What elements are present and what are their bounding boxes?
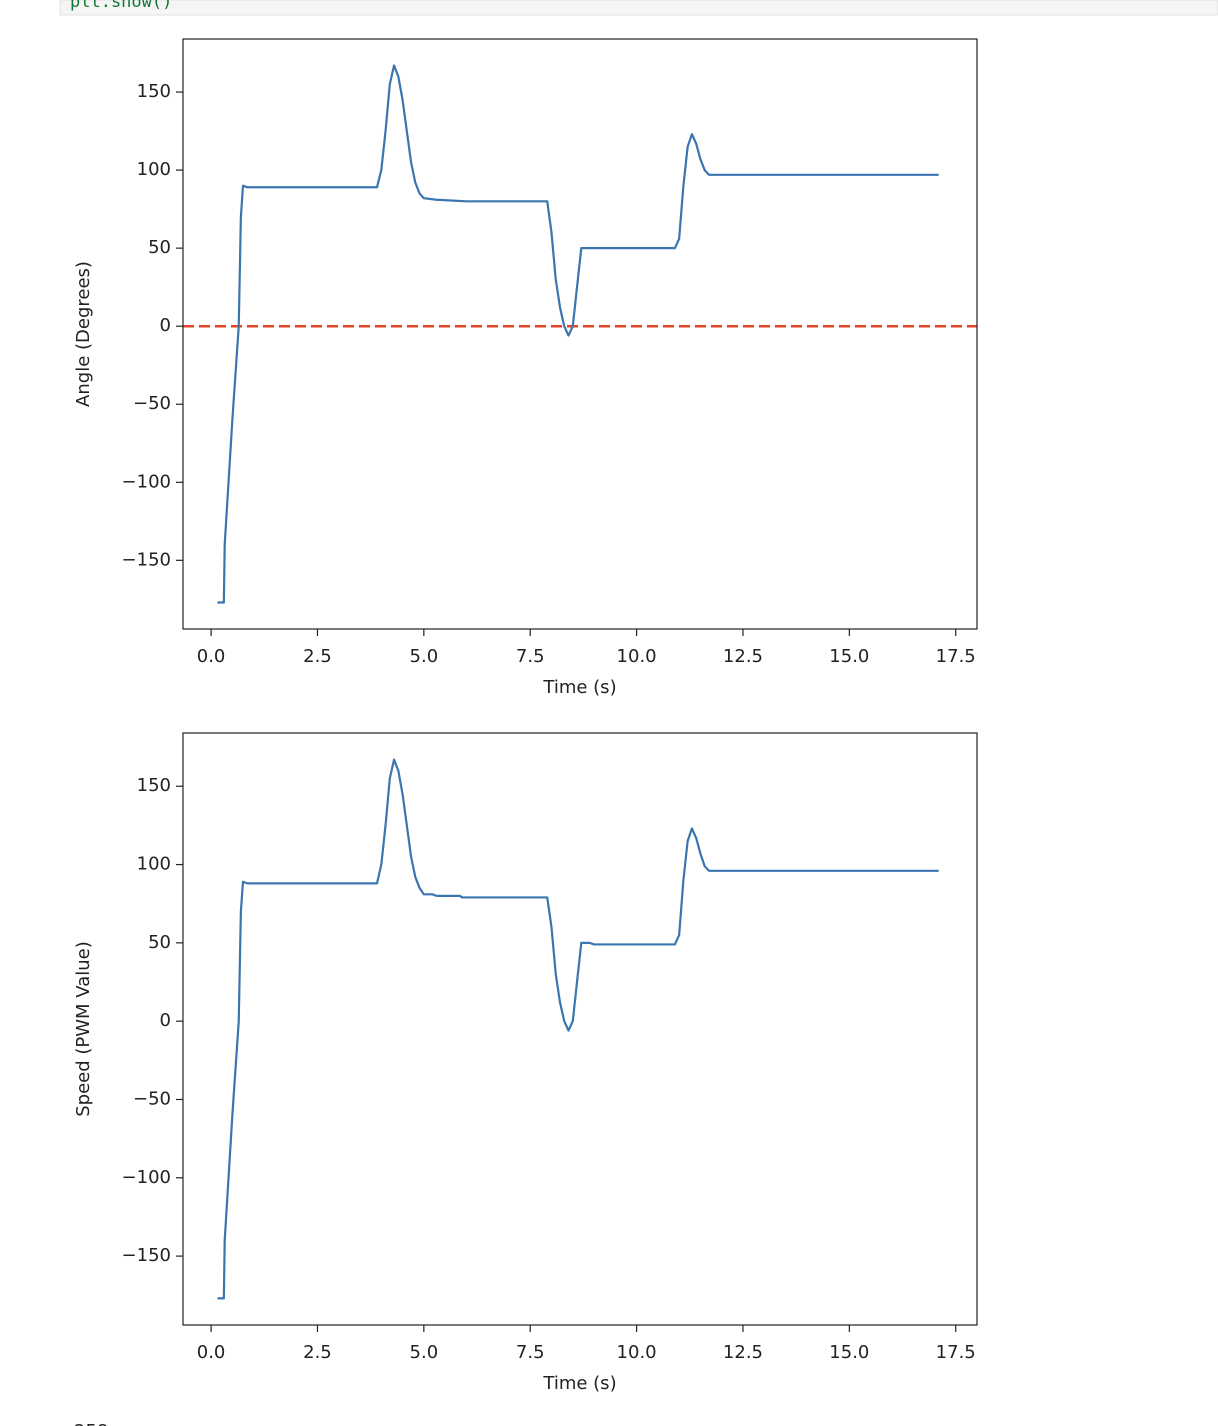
y-axis-label: Speed (PWM Value) bbox=[73, 941, 94, 1117]
code-cell bbox=[59, 0, 1218, 16]
x-tick-label: 17.5 bbox=[936, 1342, 976, 1363]
x-tick-label: 5.0 bbox=[410, 646, 439, 667]
x-tick-label: 2.5 bbox=[303, 646, 332, 667]
x-axis-label: Time (s) bbox=[542, 1373, 616, 1394]
x-tick-label: 2.5 bbox=[303, 1342, 332, 1363]
x-tick-label: 15.0 bbox=[829, 1342, 869, 1363]
y-tick-label: 0 bbox=[160, 315, 171, 336]
x-tick-label: 15.0 bbox=[829, 646, 869, 667]
y-tick-label: −150 bbox=[122, 1245, 171, 1266]
x-tick-label: 0.0 bbox=[197, 1342, 226, 1363]
y-tick-label: 150 bbox=[137, 81, 171, 102]
y-tick-label: 50 bbox=[148, 932, 171, 953]
output-text: 258 bbox=[74, 1421, 108, 1426]
axes-frame bbox=[182, 38, 978, 630]
y-tick-label: −150 bbox=[122, 549, 171, 570]
x-tick-label: 12.5 bbox=[723, 646, 763, 667]
x-tick-label: 7.5 bbox=[516, 646, 545, 667]
y-tick-label: 100 bbox=[137, 159, 171, 180]
x-tick-label: 7.5 bbox=[516, 1342, 545, 1363]
x-tick-label: 5.0 bbox=[410, 1342, 439, 1363]
y-tick-label: −100 bbox=[122, 1167, 171, 1188]
y-tick-label: −100 bbox=[122, 471, 171, 492]
x-tick-label: 17.5 bbox=[936, 646, 976, 667]
code-text: plt.show() bbox=[70, 0, 172, 12]
y-tick-label: 100 bbox=[137, 854, 171, 875]
x-axis-label: Time (s) bbox=[542, 677, 616, 698]
y-tick-label: 50 bbox=[148, 237, 171, 258]
data-line bbox=[217, 64, 939, 604]
x-tick-label: 10.0 bbox=[617, 646, 657, 667]
y-axis-label: Angle (Degrees) bbox=[73, 261, 94, 407]
y-tick-label: −50 bbox=[133, 1088, 171, 1109]
y-tick-label: −50 bbox=[133, 393, 171, 414]
x-tick-label: 12.5 bbox=[723, 1342, 763, 1363]
x-tick-label: 0.0 bbox=[197, 646, 226, 667]
x-tick-label: 10.0 bbox=[617, 1342, 657, 1363]
axes-frame bbox=[182, 732, 978, 1326]
y-tick-label: 0 bbox=[160, 1010, 171, 1031]
data-line bbox=[217, 758, 939, 1300]
y-tick-label: 150 bbox=[137, 775, 171, 796]
